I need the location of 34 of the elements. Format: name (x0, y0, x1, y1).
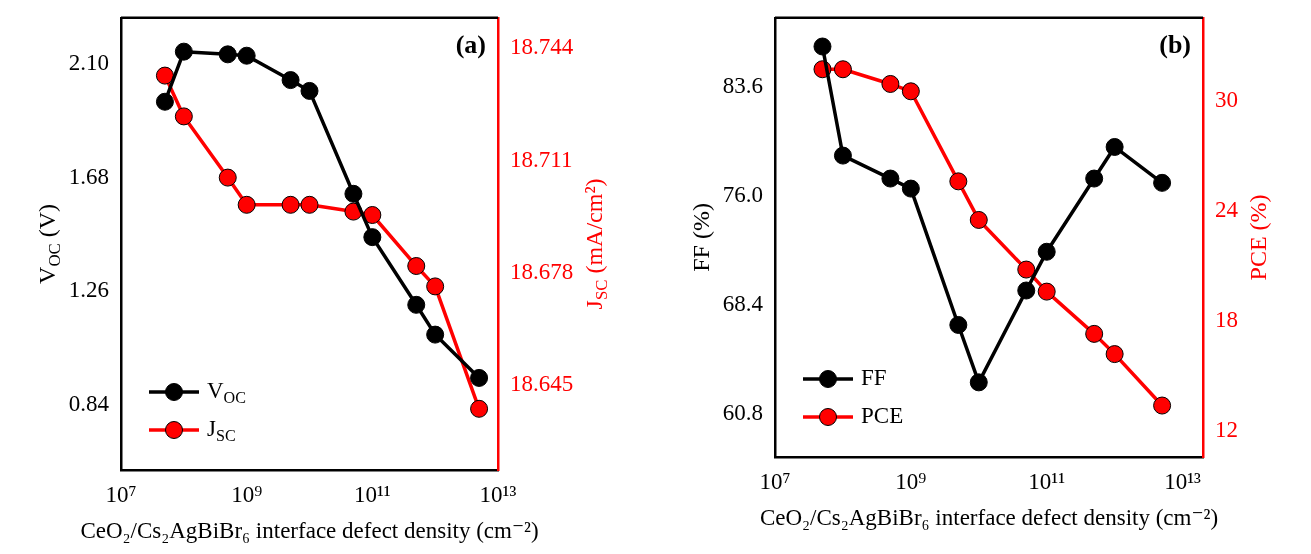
y2-axis-title: PCE (%) (1245, 194, 1272, 281)
x-axis-title: CeO₂/Cs₂AgBiBr₆ interface defect density (cm⁻²) (80, 518, 539, 544)
x-tick-label: 10¹¹ (1028, 468, 1066, 494)
y-tick-label: 83.6 (722, 72, 763, 98)
y-axis-title: VOC (V) (34, 203, 65, 284)
annotation: (a) (455, 29, 487, 59)
y2-tick-label: 18.678 (510, 258, 574, 284)
y2-tick-label: 24 (1215, 196, 1239, 222)
x-axis-title: CeO₂/Cs₂AgBiBr₆ interface defect density (cm⁻²) (759, 505, 1219, 531)
y2-axis-title: JSC (mA/cm²) (580, 178, 611, 310)
y-tick-label: 60.8 (722, 399, 763, 425)
x-tick-label: 10⁹ (895, 468, 927, 494)
y-axis-title: FF (%) (688, 203, 715, 272)
x-tick-label: 10¹³ (479, 481, 517, 507)
y2-tick-label: 18.711 (510, 146, 573, 172)
x-tick-label: 10⁷ (105, 481, 137, 507)
y-tick-label: 1.26 (68, 277, 109, 303)
y2-tick-label: 18.645 (510, 371, 574, 397)
annotation: (b) (1159, 29, 1191, 59)
legend-label: PCE (861, 403, 904, 429)
y-tick-label: 76.0 (722, 181, 763, 207)
x-tick-label: 10¹³ (1164, 468, 1202, 494)
x-tick-label: 10¹¹ (353, 481, 391, 507)
y-tick-label: 1.68 (68, 163, 109, 189)
y-tick-label: 0.84 (68, 391, 110, 417)
y2-tick-label: 18.744 (510, 34, 574, 60)
x-tick-label: 10⁹ (231, 481, 263, 507)
y2-tick-label: 18 (1215, 307, 1238, 333)
y-tick-label: 68.4 (722, 290, 764, 316)
y2-tick-label: 30 (1215, 86, 1238, 112)
y2-tick-label: 12 (1215, 417, 1238, 443)
y-tick-label: 2.10 (68, 49, 109, 75)
x-tick-label: 10⁷ (759, 468, 791, 494)
legend-label: FF (861, 365, 887, 391)
